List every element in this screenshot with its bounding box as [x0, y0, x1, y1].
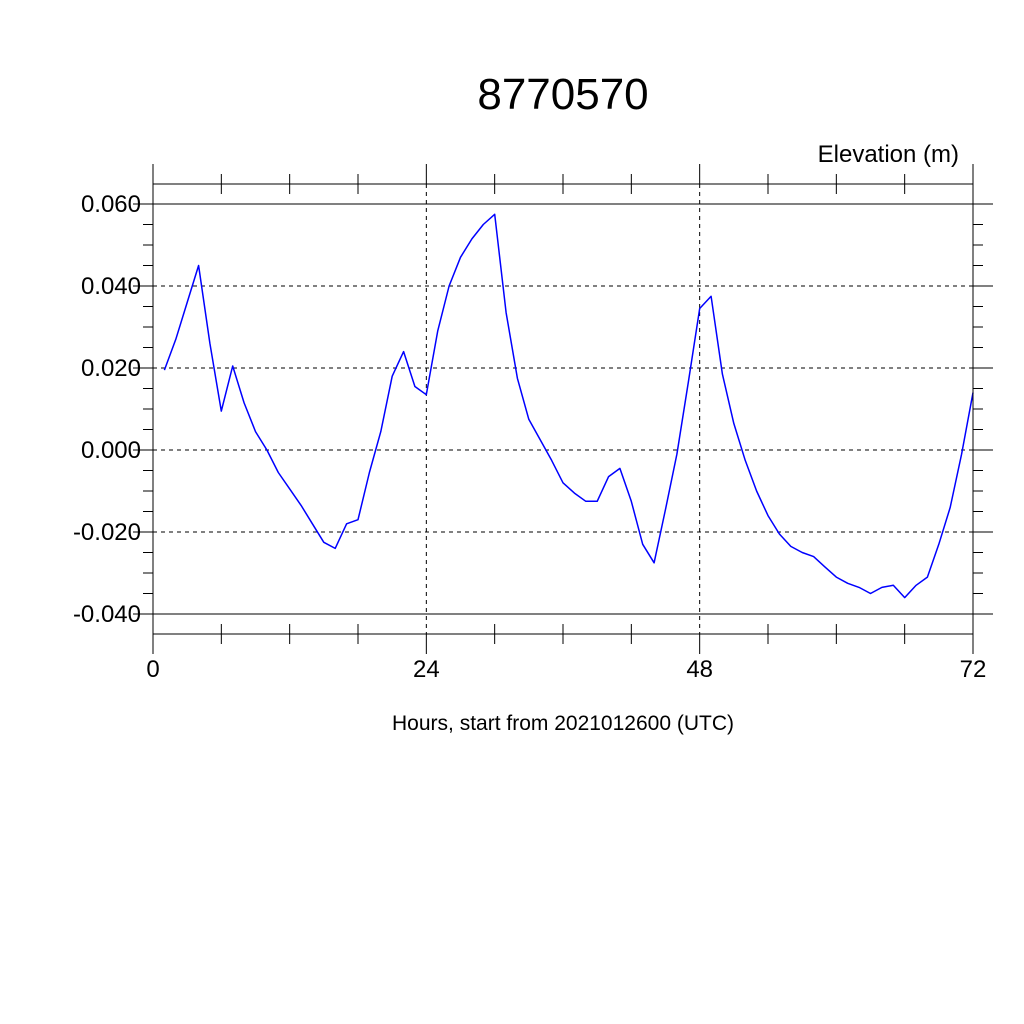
x-tick-label: 24: [413, 656, 440, 683]
chart-title: 8770570: [477, 70, 648, 119]
y-tick-label: -0.040: [73, 601, 141, 628]
x-tick-label: 72: [960, 656, 987, 683]
y-axis-label: Elevation (m): [818, 141, 959, 168]
x-tick-label: 48: [686, 656, 713, 683]
x-axis-label: Hours, start from 2021012600 (UTC): [392, 712, 734, 735]
y-tick-label: 0.060: [81, 191, 141, 218]
series-layer: [163, 213, 974, 599]
plot-frame: [152, 183, 974, 635]
y-tick-label: 0.040: [81, 273, 141, 300]
axis-ticks: [133, 164, 993, 654]
y-tick-label: 0.020: [81, 355, 141, 382]
elevation-series-line: [163, 213, 974, 599]
y-tick-label: 0.000: [81, 437, 141, 464]
y-tick-label: -0.020: [73, 519, 141, 546]
x-tick-label: 0: [146, 656, 159, 683]
tick-labels: -0.040 -0.020 0.000 0.020 0.040 0.060 0 24 48 72: [73, 191, 986, 683]
gridlines: [153, 184, 973, 634]
